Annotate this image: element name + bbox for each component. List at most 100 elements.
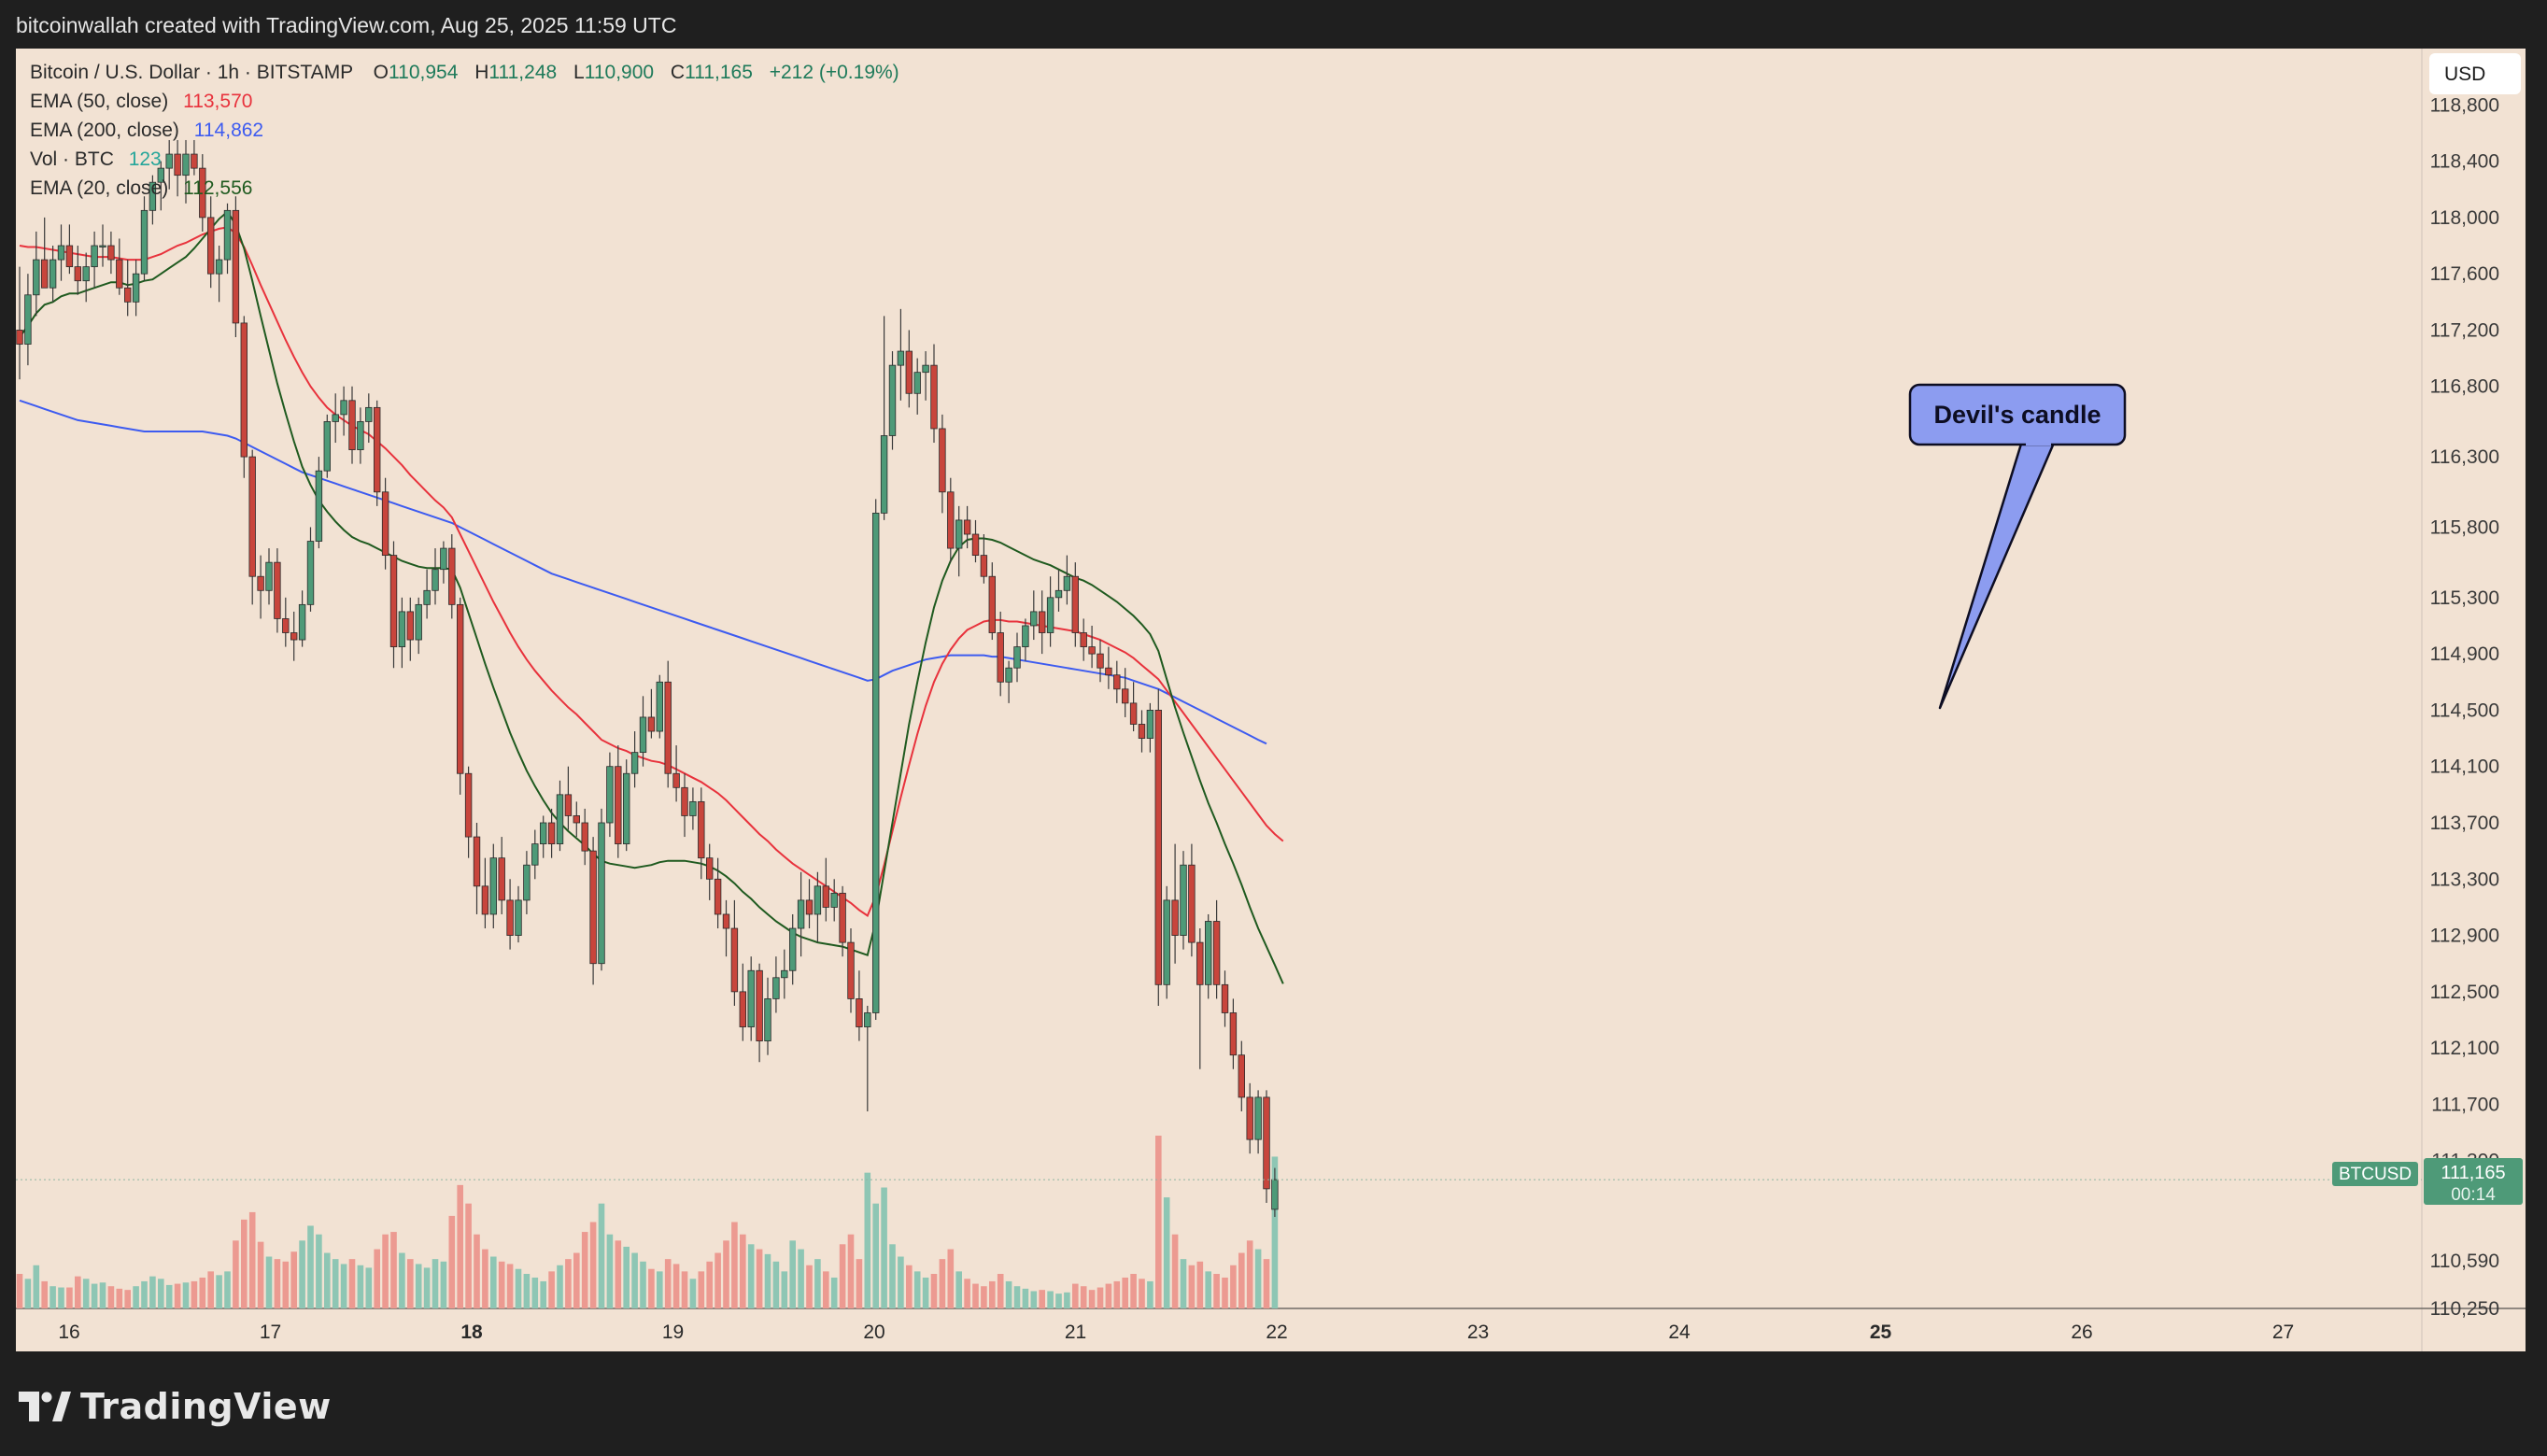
time-tick-label: 27 bbox=[2272, 1322, 2294, 1343]
candle bbox=[955, 505, 963, 577]
candle-body bbox=[206, 217, 215, 275]
candle bbox=[1129, 682, 1138, 732]
candle-body bbox=[756, 969, 763, 1042]
candle-body bbox=[939, 428, 946, 493]
close-label: C bbox=[671, 62, 685, 83]
volume-bar bbox=[340, 1264, 347, 1308]
volume-bar bbox=[997, 1274, 1004, 1308]
candle bbox=[856, 970, 863, 1041]
candle bbox=[481, 857, 489, 929]
volume-bar bbox=[1080, 1286, 1087, 1308]
candle bbox=[174, 139, 181, 197]
candle-body bbox=[49, 259, 57, 289]
price-chart[interactable]: 110,250110,590111,300111,700112,100112,5… bbox=[16, 49, 2526, 1351]
candle bbox=[947, 477, 955, 563]
price-axis[interactable]: 110,250110,590111,300111,700112,100112,5… bbox=[2430, 94, 2499, 1320]
volume-bar bbox=[365, 1267, 373, 1308]
candle bbox=[1054, 569, 1063, 612]
volume-bar bbox=[1113, 1280, 1121, 1308]
candle bbox=[1205, 913, 1212, 999]
candle-body bbox=[157, 167, 164, 183]
candle bbox=[40, 217, 49, 289]
candle-body bbox=[1146, 710, 1154, 739]
candle bbox=[157, 161, 164, 211]
candle bbox=[730, 899, 739, 1006]
volume-bar bbox=[964, 1279, 970, 1308]
volume-bar bbox=[348, 1259, 356, 1308]
candle-body bbox=[489, 857, 497, 915]
candle bbox=[140, 196, 149, 281]
chart-panel[interactable]: 110,250110,590111,300111,700112,100112,5… bbox=[16, 49, 2526, 1351]
callout-pointer bbox=[1938, 439, 2057, 710]
candle-body bbox=[1129, 702, 1138, 725]
candle-body bbox=[124, 287, 132, 303]
candle-body bbox=[814, 885, 822, 915]
candle-body bbox=[107, 245, 115, 261]
candle-body bbox=[1238, 1054, 1245, 1098]
candle-body bbox=[1063, 575, 1071, 591]
low-value: 110,900 bbox=[585, 62, 654, 83]
candle-body bbox=[947, 491, 955, 549]
volume-bar bbox=[1055, 1293, 1062, 1308]
candle bbox=[1039, 590, 1046, 655]
devils-candle-callout: Devil's candle bbox=[1908, 383, 2127, 710]
volume-bar bbox=[913, 1271, 921, 1308]
volume-bar bbox=[814, 1259, 821, 1308]
volume-bar bbox=[165, 1284, 173, 1308]
candle-body bbox=[689, 800, 697, 816]
time-axis[interactable]: 16 17 18 19 20 21 22 23 24 25 26 27 bbox=[58, 1322, 2294, 1343]
volume-value: 123 bbox=[129, 148, 162, 170]
candle bbox=[1196, 928, 1204, 1069]
volume-bar bbox=[324, 1252, 331, 1308]
candle-body bbox=[33, 259, 40, 296]
candle bbox=[1188, 843, 1196, 957]
candle bbox=[389, 541, 398, 669]
volume-bar bbox=[241, 1219, 248, 1308]
currency-button[interactable]: USD bbox=[2429, 53, 2521, 94]
volume-bar bbox=[133, 1286, 139, 1308]
candle bbox=[16, 266, 23, 380]
candle-body bbox=[564, 794, 573, 816]
volume-bar bbox=[906, 1265, 913, 1308]
volume-bar bbox=[1180, 1259, 1187, 1308]
volume-bar bbox=[798, 1249, 804, 1308]
candle bbox=[365, 393, 373, 444]
candle-body bbox=[856, 998, 863, 1027]
volume-bar bbox=[781, 1271, 788, 1308]
volume-bar bbox=[747, 1244, 755, 1308]
volume-bar bbox=[498, 1261, 505, 1308]
volume-bar bbox=[233, 1240, 239, 1308]
volume-bar bbox=[50, 1286, 56, 1308]
volume-bar bbox=[257, 1241, 264, 1308]
symbol-tag: BTCUSD bbox=[2339, 1165, 2412, 1184]
volume-bar bbox=[1022, 1288, 1029, 1308]
candle-body bbox=[888, 364, 897, 436]
candle bbox=[440, 541, 447, 584]
price-tick-label: 116,300 bbox=[2430, 446, 2499, 468]
candle bbox=[772, 956, 780, 1013]
candle bbox=[1013, 632, 1021, 683]
candle bbox=[182, 139, 190, 204]
candle bbox=[556, 780, 564, 852]
candle bbox=[698, 787, 705, 880]
candle bbox=[980, 534, 988, 584]
candle-body bbox=[1271, 1179, 1279, 1210]
ema20-line bbox=[19, 210, 1284, 984]
candle-body bbox=[240, 322, 248, 458]
candle-body bbox=[332, 414, 339, 422]
candle bbox=[1071, 562, 1079, 647]
volume-bar bbox=[282, 1261, 290, 1308]
candle bbox=[547, 808, 556, 858]
volume-bar bbox=[772, 1261, 780, 1308]
candle bbox=[206, 196, 215, 289]
ema200-line bbox=[19, 399, 1267, 745]
candle-body bbox=[1229, 1012, 1238, 1056]
candle bbox=[165, 139, 173, 190]
candle-body bbox=[880, 435, 888, 514]
candle bbox=[373, 400, 381, 506]
candle-body bbox=[82, 266, 90, 282]
tradingview-logo[interactable]: TradingView bbox=[19, 1384, 332, 1429]
candle-body bbox=[298, 603, 306, 641]
candle-body bbox=[772, 977, 780, 999]
candle-body bbox=[406, 611, 414, 641]
